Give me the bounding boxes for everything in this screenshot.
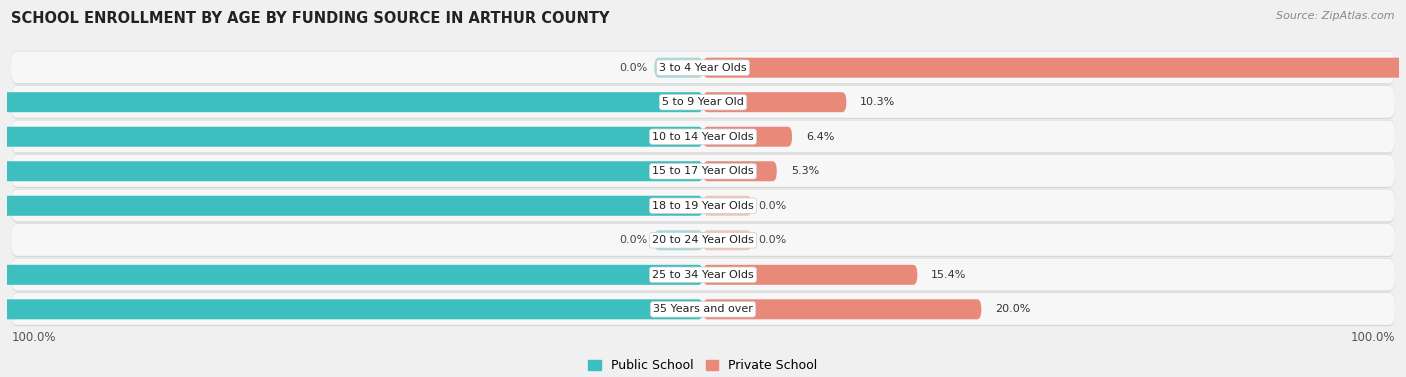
FancyBboxPatch shape bbox=[703, 161, 776, 181]
Text: 100.0%: 100.0% bbox=[11, 331, 56, 344]
Text: 10.3%: 10.3% bbox=[860, 97, 896, 107]
FancyBboxPatch shape bbox=[11, 154, 1395, 188]
FancyBboxPatch shape bbox=[11, 120, 1395, 154]
FancyBboxPatch shape bbox=[11, 224, 1395, 256]
FancyBboxPatch shape bbox=[11, 51, 1395, 84]
FancyBboxPatch shape bbox=[703, 265, 917, 285]
Text: 6.4%: 6.4% bbox=[806, 132, 834, 142]
Text: 20 to 24 Year Olds: 20 to 24 Year Olds bbox=[652, 235, 754, 245]
Text: 5 to 9 Year Old: 5 to 9 Year Old bbox=[662, 97, 744, 107]
FancyBboxPatch shape bbox=[0, 161, 703, 181]
FancyBboxPatch shape bbox=[11, 121, 1395, 152]
FancyBboxPatch shape bbox=[11, 190, 1395, 221]
FancyBboxPatch shape bbox=[11, 259, 1395, 290]
Text: 15 to 17 Year Olds: 15 to 17 Year Olds bbox=[652, 166, 754, 176]
FancyBboxPatch shape bbox=[11, 51, 1395, 83]
FancyBboxPatch shape bbox=[0, 92, 703, 112]
FancyBboxPatch shape bbox=[11, 155, 1395, 187]
Text: 0.0%: 0.0% bbox=[619, 235, 647, 245]
Text: 18 to 19 Year Olds: 18 to 19 Year Olds bbox=[652, 201, 754, 211]
FancyBboxPatch shape bbox=[703, 196, 752, 216]
Text: SCHOOL ENROLLMENT BY AGE BY FUNDING SOURCE IN ARTHUR COUNTY: SCHOOL ENROLLMENT BY AGE BY FUNDING SOUR… bbox=[11, 11, 610, 26]
FancyBboxPatch shape bbox=[11, 293, 1395, 326]
FancyBboxPatch shape bbox=[654, 58, 703, 78]
Text: 15.4%: 15.4% bbox=[931, 270, 967, 280]
FancyBboxPatch shape bbox=[11, 293, 1395, 325]
Text: 5.3%: 5.3% bbox=[790, 166, 818, 176]
Text: 25 to 34 Year Olds: 25 to 34 Year Olds bbox=[652, 270, 754, 280]
FancyBboxPatch shape bbox=[11, 223, 1395, 257]
Text: 100.0%: 100.0% bbox=[1350, 331, 1395, 344]
FancyBboxPatch shape bbox=[703, 127, 792, 147]
Text: 35 Years and over: 35 Years and over bbox=[652, 304, 754, 314]
Text: 0.0%: 0.0% bbox=[759, 235, 787, 245]
FancyBboxPatch shape bbox=[0, 265, 703, 285]
FancyBboxPatch shape bbox=[11, 86, 1395, 118]
Text: 0.0%: 0.0% bbox=[759, 201, 787, 211]
FancyBboxPatch shape bbox=[703, 92, 846, 112]
FancyBboxPatch shape bbox=[11, 258, 1395, 292]
Legend: Public School, Private School: Public School, Private School bbox=[583, 354, 823, 377]
FancyBboxPatch shape bbox=[11, 85, 1395, 119]
Text: 10 to 14 Year Olds: 10 to 14 Year Olds bbox=[652, 132, 754, 142]
FancyBboxPatch shape bbox=[0, 299, 703, 319]
Text: 0.0%: 0.0% bbox=[619, 63, 647, 73]
FancyBboxPatch shape bbox=[703, 299, 981, 319]
FancyBboxPatch shape bbox=[0, 127, 703, 147]
Text: Source: ZipAtlas.com: Source: ZipAtlas.com bbox=[1277, 11, 1395, 21]
FancyBboxPatch shape bbox=[654, 230, 703, 250]
FancyBboxPatch shape bbox=[0, 196, 703, 216]
FancyBboxPatch shape bbox=[703, 58, 1406, 78]
FancyBboxPatch shape bbox=[703, 230, 752, 250]
Text: 20.0%: 20.0% bbox=[995, 304, 1031, 314]
FancyBboxPatch shape bbox=[11, 189, 1395, 223]
Text: 3 to 4 Year Olds: 3 to 4 Year Olds bbox=[659, 63, 747, 73]
